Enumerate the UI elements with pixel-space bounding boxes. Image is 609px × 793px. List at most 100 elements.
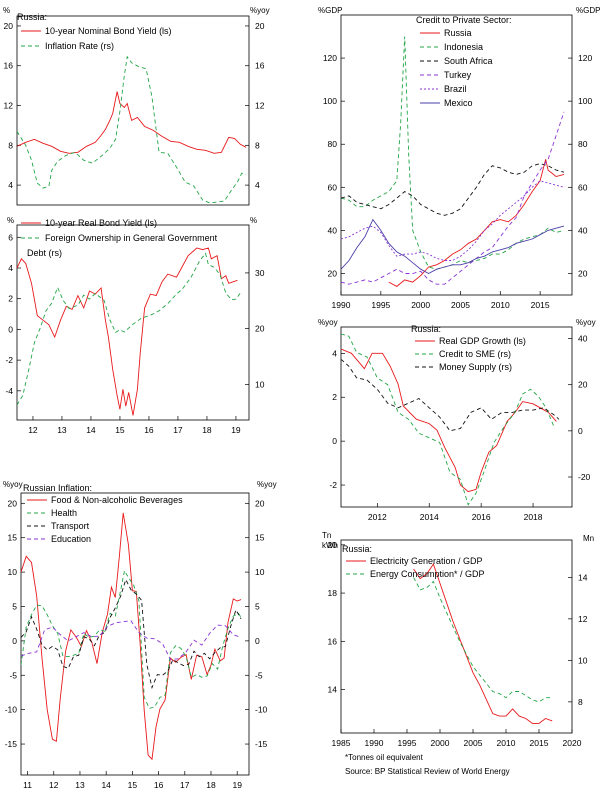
legend-label-electricity-generation-gdp: Electricity Generation / GDP (370, 556, 483, 566)
x-tick-label: 19 (232, 780, 242, 790)
x-tick-label: 1990 (365, 738, 384, 748)
right-tick-label: 10 (255, 379, 265, 389)
plot-frame (16, 224, 250, 421)
series-line-education (21, 620, 242, 660)
left-unit-label: %yoy (3, 480, 23, 489)
series-line-transport (21, 578, 242, 690)
left-tick-label: 4 (332, 348, 337, 358)
plot-frame (340, 14, 573, 296)
x-tick-label: 15 (115, 425, 125, 435)
right-tick-label: 20 (255, 498, 265, 508)
legend-label-inflation-rate-rs: Inflation Rate (rs) (45, 41, 114, 51)
right-tick-label: 0 (578, 426, 583, 436)
right-tick-label: 8 (255, 140, 260, 150)
left-unit-label: Tn (322, 531, 331, 540)
panel-title: Russia: (17, 12, 47, 22)
right-tick-label: -15 (255, 739, 268, 749)
series-line-turkey (341, 111, 565, 285)
left-tick-label: -2 (5, 355, 13, 365)
right-unit-label: Mn (583, 534, 594, 543)
left-unit-label: %GDP (318, 6, 342, 15)
right-tick-label: 30 (255, 268, 265, 278)
legend-label-credit-to-sme-rs: Credit to SME (rs) (439, 349, 511, 359)
series-line-credit-to-sme-rs (341, 333, 555, 506)
legend-label-continuation: Debt (rs) (27, 248, 62, 258)
left-unit-label: %yoy (318, 318, 338, 327)
right-unit-label: % (250, 216, 257, 225)
left-tick-label: 20 (4, 21, 14, 31)
x-tick-label: 2000 (411, 300, 430, 310)
x-tick-label: 1985 (332, 738, 351, 748)
left-tick-label: 4 (8, 263, 13, 273)
left-tick-label: 120 (323, 53, 337, 63)
legend-label-10-year-nominal-bond-yield-ls: 10-year Nominal Bond Yield (ls) (45, 26, 172, 36)
x-tick-label: 2018 (524, 512, 543, 522)
left-unit-label: % (3, 6, 10, 15)
right-tick-label: 8 (578, 697, 583, 707)
series-line-food-non-alcoholic-beverages (21, 512, 242, 761)
x-tick-label: 15 (128, 780, 138, 790)
series-line-money-supply-rs (341, 358, 560, 432)
legend-label-health: Health (51, 508, 77, 518)
left-tick-label: 2 (332, 392, 337, 402)
x-tick-label: 2010 (497, 738, 516, 748)
right-tick-label: 5 (255, 601, 260, 611)
legend-label-foreign-ownership-in-general-government: Foreign Ownership in General Government (45, 233, 218, 243)
left-tick-label: -2 (329, 480, 337, 490)
left-tick-label: 16 (328, 636, 338, 646)
right-tick-label: 120 (578, 53, 592, 63)
left-tick-label: 0 (8, 324, 13, 334)
series-line-health (21, 569, 242, 709)
series-line-brazil (341, 180, 565, 261)
right-unit-label: %GDP (576, 6, 600, 15)
panel-russian-inflation: %yoy %yoy -15 -10 -5 0 5 10 15 20 -15 -10 -5 0 5 10 15 20… (3, 480, 277, 790)
legend-label-transport: Transport (51, 521, 90, 531)
plot-frame (340, 326, 573, 508)
right-tick-label: 10 (255, 567, 265, 577)
panel-real-yield-foreign-ownership: % % -4 -2 0 2 4 6 10 20 30 12 13 14 15 16 17 18 19 10-year … (5, 216, 264, 435)
left-tick-label: 10 (8, 567, 18, 577)
legend-label-russia: Russia (444, 28, 472, 38)
series-group (341, 36, 565, 287)
footnote-source: Source: BP Statistical Review of World E… (345, 767, 510, 776)
panel-credit-private-sector: %GDP %GDP 20 40 60 80 100 120 20 40 60 80 100 120 1990… (318, 6, 600, 310)
left-tick-label: 15 (8, 533, 18, 543)
right-tick-label: 40 (578, 334, 588, 344)
x-tick-label: 2005 (464, 738, 483, 748)
footnote-tonnes: *Tonnes oil equivalent (345, 753, 423, 762)
left-tick-label: 20 (328, 268, 338, 278)
right-tick-label: 40 (578, 225, 588, 235)
x-tick-label: 2012 (368, 512, 387, 522)
right-tick-label: -20 (578, 472, 591, 482)
x-tick-label: 16 (144, 425, 154, 435)
panel-title: Credit to Private Sector: (416, 15, 512, 25)
left-tick-label: 5 (12, 601, 17, 611)
x-tick-label: 2005 (451, 300, 470, 310)
legend-label-10-year-real-bond-yield-ls: 10-year Real Bond Yield (ls) (45, 218, 157, 228)
series-group (17, 55, 247, 204)
left-tick-label: 100 (323, 96, 337, 106)
left-tick-label: 40 (328, 225, 338, 235)
right-tick-label: -10 (255, 705, 268, 715)
right-tick-label: 14 (578, 572, 588, 582)
panel-title: Russia: (411, 324, 441, 334)
x-tick-label: 18 (206, 780, 216, 790)
left-tick-label: -5 (9, 670, 17, 680)
right-tick-label: 20 (255, 21, 265, 31)
left-tick-label: 18 (328, 588, 338, 598)
left-tick-label: -4 (5, 386, 13, 396)
left-tick-label: -15 (5, 739, 18, 749)
right-tick-label: 20 (255, 324, 265, 334)
x-tick-label: 13 (57, 425, 67, 435)
legend-label-brazil: Brazil (444, 84, 467, 94)
x-tick-label: 2014 (420, 512, 439, 522)
legend-label-mexico: Mexico (444, 98, 473, 108)
left-tick-label: 20 (328, 540, 338, 550)
left-tick-label: -10 (5, 705, 18, 715)
x-tick-label: 1995 (398, 738, 417, 748)
legend-label-education: Education (51, 534, 91, 544)
